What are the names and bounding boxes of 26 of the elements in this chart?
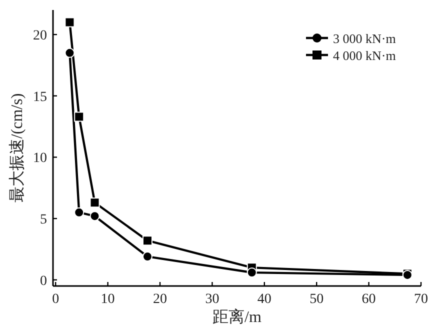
y-tick-label: 15	[33, 90, 47, 105]
y-tick-label: 5	[40, 212, 47, 228]
y-axis-title: 最大振速/(cm/s)	[8, 93, 26, 203]
x-tick-label: 20	[153, 292, 168, 307]
point	[64, 17, 75, 28]
x-tick-label: 70	[414, 292, 428, 307]
y-tick-label: 20	[33, 28, 47, 44]
legend-label: 3 000 kN·m	[333, 31, 396, 46]
x-tick-label: 40	[257, 292, 272, 307]
point	[246, 268, 257, 278]
x-axis-title: 距离/m	[212, 308, 262, 326]
x-tick-label: 10	[100, 292, 115, 307]
point	[74, 207, 84, 218]
x-tick-label: 0	[52, 292, 60, 307]
point	[90, 198, 100, 208]
legend-label: 4 000 kN·m	[333, 48, 396, 63]
point	[142, 236, 152, 246]
y-tick-label: 10	[33, 151, 47, 166]
x-tick-label: 50	[310, 292, 324, 307]
point	[64, 48, 75, 58]
point	[142, 252, 152, 262]
x-tick-label: 30	[205, 292, 220, 307]
y-tick-label: 0	[40, 274, 47, 289]
point	[74, 112, 84, 122]
point	[90, 211, 100, 222]
x-tick-label: 60	[362, 292, 376, 307]
